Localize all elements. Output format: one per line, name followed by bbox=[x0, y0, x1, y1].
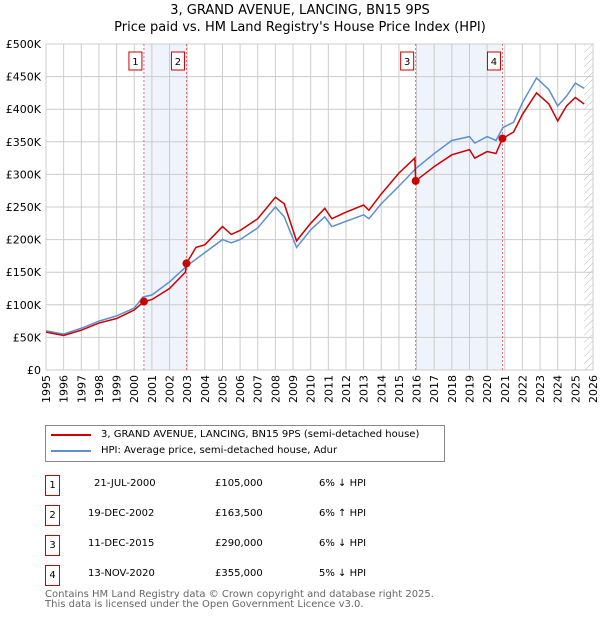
x-tick-label: 2003 bbox=[181, 375, 194, 403]
x-tick-label: 2018 bbox=[446, 375, 459, 403]
x-tick-label: 2010 bbox=[305, 375, 318, 403]
footer: Contains HM Land Registry data © Crown c… bbox=[45, 590, 434, 610]
sale-marker-number: 2 bbox=[45, 505, 60, 526]
y-tick-label: £50K bbox=[13, 331, 42, 344]
y-tick-label: £350K bbox=[6, 136, 42, 149]
sale-price: £163,500 bbox=[215, 508, 263, 519]
legend-label-property: 3, GRAND AVENUE, LANCING, BN15 9PS (semi… bbox=[101, 429, 420, 440]
sale-point bbox=[498, 134, 507, 143]
y-tick-label: £100K bbox=[6, 299, 42, 312]
y-tick-label: £500K bbox=[6, 38, 42, 51]
sale-hpi-diff: 6% ↓ HPI bbox=[319, 478, 367, 489]
x-tick-label: 2006 bbox=[234, 375, 247, 403]
y-tick-label: £300K bbox=[6, 168, 42, 181]
x-tick-label: 2024 bbox=[552, 375, 565, 403]
sale-price: £355,000 bbox=[215, 568, 263, 579]
sale-row: 4 13-NOV-2020 £355,000 5% ↓ HPI bbox=[45, 565, 445, 586]
x-tick-label: 2019 bbox=[463, 375, 476, 403]
sale-point bbox=[411, 176, 420, 185]
x-tick-label: 2009 bbox=[287, 375, 300, 403]
legend-blue-line bbox=[51, 449, 91, 452]
sale-date: 19-DEC-2002 bbox=[88, 508, 155, 519]
sale-row: 2 19-DEC-2002 £163,500 6% ↑ HPI bbox=[45, 505, 445, 526]
x-tick-label: 2001 bbox=[146, 375, 159, 403]
x-tick-label: 2015 bbox=[393, 375, 406, 403]
sale-point bbox=[139, 297, 148, 306]
chart-subtitle: Price paid vs. HM Land Registry's House … bbox=[114, 20, 486, 35]
legend-red-line bbox=[51, 433, 91, 436]
x-tick-label: 2012 bbox=[340, 375, 353, 403]
x-tick-label: 1996 bbox=[58, 375, 71, 403]
x-tick-label: 2016 bbox=[411, 375, 424, 403]
legend: 3, GRAND AVENUE, LANCING, BN15 9PS (semi… bbox=[45, 425, 445, 462]
x-tick-label: 2005 bbox=[216, 375, 229, 403]
x-tick-label: 1998 bbox=[93, 375, 106, 403]
sale-marker-label: 1 bbox=[132, 57, 138, 68]
x-tick-label: 2002 bbox=[164, 375, 177, 403]
sale-marker-box bbox=[486, 51, 501, 71]
sale-marker-number: 3 bbox=[45, 535, 60, 556]
sale-marker-number: 4 bbox=[45, 565, 60, 586]
sale-date: 11-DEC-2015 bbox=[88, 538, 155, 549]
sale-point bbox=[182, 259, 191, 268]
y-tick-label: £150K bbox=[6, 266, 42, 279]
x-tick-label: 2013 bbox=[358, 375, 371, 403]
x-tick-label: 2000 bbox=[128, 375, 141, 403]
sale-marker-box bbox=[400, 51, 415, 71]
y-tick-label: £400K bbox=[6, 103, 42, 116]
sale-hpi-diff: 5% ↓ HPI bbox=[319, 568, 367, 579]
footer-line: This data is licensed under the Open Gov… bbox=[45, 599, 364, 610]
y-tick-label: £250K bbox=[6, 201, 42, 214]
price-chart: 1995 1996 1997 1998 1999 2000 2001 2002 2003 2004… bbox=[6, 38, 600, 403]
x-tick-label: 2008 bbox=[269, 375, 282, 403]
x-tick-label: 1999 bbox=[111, 375, 124, 403]
hpi-line bbox=[45, 76, 585, 335]
sale-hpi-diff: 6% ↓ HPI bbox=[319, 538, 367, 549]
sale-price: £105,000 bbox=[215, 478, 263, 489]
sale-marker-label: 4 bbox=[491, 57, 497, 68]
legend-label-hpi: HPI: Average price, semi-detached house,… bbox=[101, 445, 338, 456]
x-tick-label: 2021 bbox=[499, 375, 512, 403]
sale-marker-label: 3 bbox=[404, 57, 410, 68]
sale-marker-box bbox=[170, 51, 185, 71]
sale-row: 1 21-JUL-2000 £105,000 6% ↓ HPI bbox=[45, 475, 445, 496]
y-tick-label: £200K bbox=[6, 234, 42, 247]
y-tick-label: £0 bbox=[27, 364, 41, 377]
sale-price: £290,000 bbox=[215, 538, 263, 549]
footer-line: Contains HM Land Registry data © Crown c… bbox=[45, 589, 434, 600]
x-tick-label: 2020 bbox=[481, 375, 494, 403]
sale-marker-number: 1 bbox=[45, 475, 60, 496]
x-tick-label: 2017 bbox=[428, 375, 441, 403]
sale-marker-label: 2 bbox=[175, 57, 181, 68]
x-tick-label: 2023 bbox=[534, 375, 547, 403]
sale-hpi-diff: 6% ↑ HPI bbox=[319, 508, 367, 519]
x-tick-label: 2014 bbox=[375, 375, 388, 403]
x-tick-label: 2004 bbox=[199, 375, 212, 403]
sale-date: 21-JUL-2000 bbox=[94, 478, 156, 489]
x-tick-label: 2025 bbox=[569, 375, 582, 403]
x-tick-label: 2022 bbox=[516, 375, 529, 403]
x-tick-label: 2007 bbox=[252, 375, 265, 403]
y-tick-label: £450K bbox=[6, 71, 42, 84]
x-tick-label: 2026 bbox=[587, 375, 600, 403]
plot-frame bbox=[45, 43, 594, 371]
sale-marker-box bbox=[128, 51, 143, 71]
x-tick-label: 2011 bbox=[322, 375, 335, 403]
chart-title: 3, GRAND AVENUE, LANCING, BN15 9PS bbox=[170, 3, 430, 18]
property-price-line bbox=[45, 91, 585, 337]
x-tick-label: 1997 bbox=[75, 375, 88, 403]
sale-date: 13-NOV-2020 bbox=[88, 568, 155, 579]
sale-row: 3 11-DEC-2015 £290,000 6% ↓ HPI bbox=[45, 535, 445, 556]
x-tick-label: 1995 bbox=[40, 375, 53, 403]
